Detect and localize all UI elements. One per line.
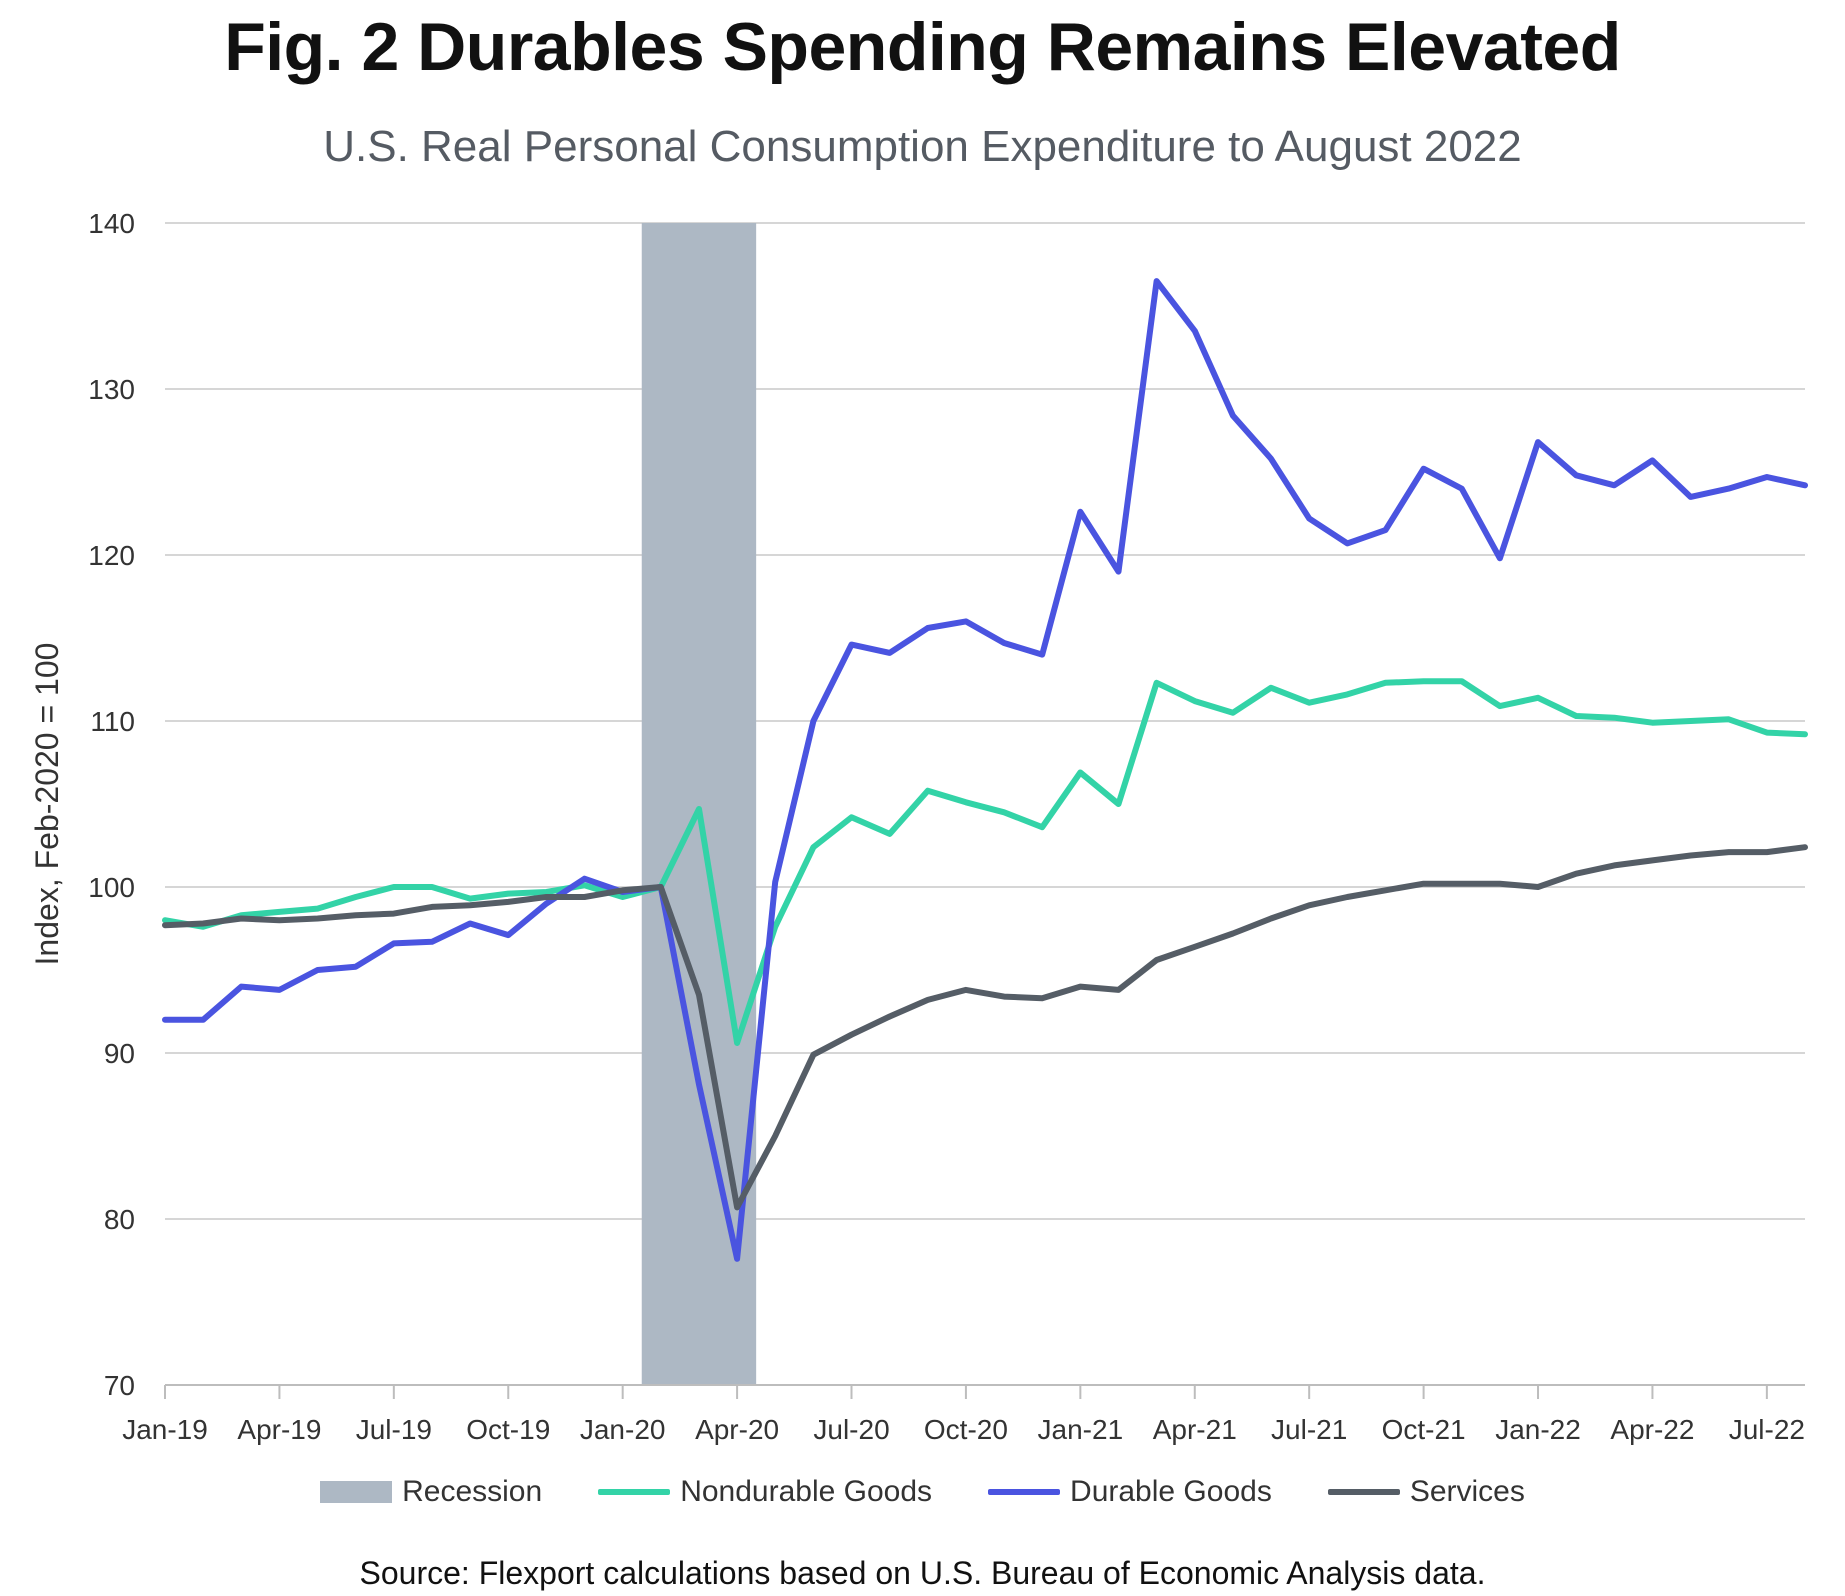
legend-swatch-nondurable	[598, 1489, 671, 1495]
legend-swatch-services	[1327, 1489, 1400, 1495]
x-tick-label-Jul-20: Jul-20	[813, 1414, 889, 1445]
legend-label-durable: Durable Goods	[1070, 1475, 1272, 1508]
x-tick-label-Apr-22: Apr-22	[1610, 1414, 1694, 1445]
x-tick-label-Jan-20: Jan-20	[580, 1414, 666, 1445]
legend-label-services: Services	[1409, 1475, 1525, 1508]
x-tick-label-Apr-20: Apr-20	[695, 1414, 779, 1445]
y-tick-label-120: 120	[88, 540, 135, 571]
y-tick-label-70: 70	[104, 1370, 135, 1401]
x-tick-label-Jul-21: Jul-21	[1271, 1414, 1347, 1445]
legend-label-nondurable: Nondurable Goods	[680, 1475, 933, 1508]
y-tick-label-140: 140	[88, 208, 135, 239]
x-tick-label-Jan-22: Jan-22	[1495, 1414, 1581, 1445]
legend-item-nondurable: Nondurable Goods	[598, 1475, 932, 1509]
y-tick-label-110: 110	[90, 706, 135, 737]
legend: Recession Nondurable Goods Durable Goods…	[0, 1475, 1845, 1509]
tick-labels: 70 80 90 100 110 120 130 140 Jan-19 Apr-19 Jul-19 O…	[29, 208, 1805, 1445]
axes	[164, 1384, 1805, 1399]
y-tick-label-90: 90	[104, 1038, 135, 1069]
y-axis-title: Index, Feb-2020 = 100	[29, 643, 65, 966]
x-tick-label-Apr-19: Apr-19	[237, 1414, 321, 1445]
legend-swatch-durable	[988, 1489, 1061, 1495]
x-tick-label-Jan-19: Jan-19	[122, 1414, 208, 1445]
legend-swatch-recession	[320, 1481, 393, 1503]
x-tick-label-Jul-22: Jul-22	[1729, 1414, 1805, 1445]
line-chart: 70 80 90 100 110 120 130 140 Jan-19 Apr-19 Jul-19 O…	[29, 208, 1808, 1445]
legend-item-services: Services	[1327, 1475, 1525, 1509]
x-tick-label-Jan-21: Jan-21	[1038, 1414, 1124, 1445]
x-tick-label-Oct-19: Oct-19	[466, 1414, 550, 1445]
x-tick-label-Oct-21: Oct-21	[1382, 1414, 1466, 1445]
x-tick-label-Apr-21: Apr-21	[1153, 1414, 1237, 1445]
series-line-durable-goods	[162, 278, 1808, 1262]
x-tick-label-Oct-20: Oct-20	[924, 1414, 1008, 1445]
source-note: Source: Flexport calculations based on U…	[359, 1555, 1486, 1591]
y-tick-label-100: 100	[88, 872, 135, 903]
y-tick-label-80: 80	[104, 1204, 135, 1235]
grid-lines	[165, 222, 1805, 1220]
y-tick-label-130: 130	[88, 374, 135, 405]
legend-label-recession: Recession	[402, 1475, 543, 1508]
series-line-services	[162, 844, 1808, 1211]
legend-item-durable: Durable Goods	[988, 1475, 1272, 1509]
legend-item-recession: Recession	[320, 1475, 542, 1509]
chart-subtitle: U.S. Real Personal Consumption Expenditu…	[323, 122, 1522, 171]
chart-title: Fig. 2 Durables Spending Remains Elevate…	[224, 9, 1621, 85]
x-tick-label-Jul-19: Jul-19	[356, 1414, 432, 1445]
series-line-nondurable-goods	[162, 678, 1808, 1046]
series-lines	[162, 278, 1808, 1262]
